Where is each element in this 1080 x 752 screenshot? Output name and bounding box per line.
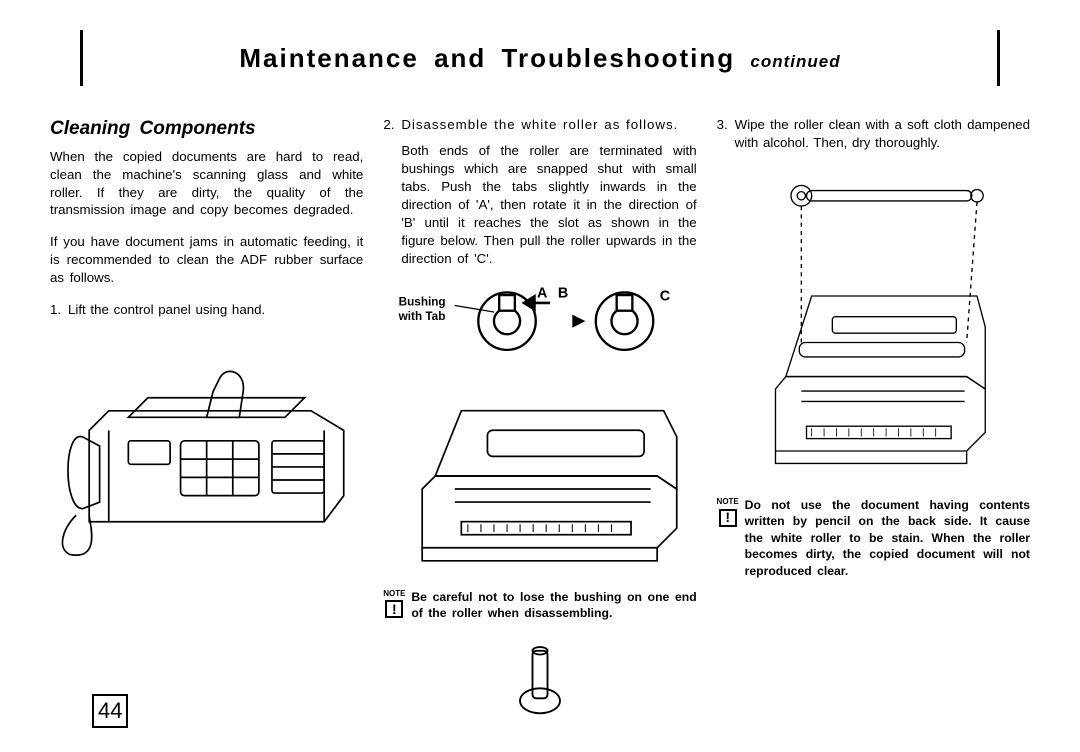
page-number: 44 xyxy=(92,694,128,728)
content-columns: Cleaning Components When the copied docu… xyxy=(40,116,1040,742)
subheading-cleaning: Cleaning Components xyxy=(50,116,363,142)
col1-p1: When the copied documents are hard to re… xyxy=(50,148,363,220)
step-3: 3. Wipe the roller clean with a soft clo… xyxy=(717,116,1030,152)
step-3-text: Wipe the roller clean with a soft cloth … xyxy=(735,116,1030,152)
note-col3: NOTE ! Do not use the document having co… xyxy=(717,497,1030,579)
column-2: 2. Disassemble the white roller as follo… xyxy=(383,116,696,742)
note-icon: NOTE ! xyxy=(383,589,405,619)
note-bang: ! xyxy=(392,600,397,619)
label-bushing-line2: with Tab xyxy=(398,309,446,322)
col1-p2: If you have document jams in automatic f… xyxy=(50,233,363,287)
note-label-2: NOTE xyxy=(717,497,739,508)
step-2-detail: Both ends of the roller are terminated w… xyxy=(401,142,696,268)
note-bang-box-2: ! xyxy=(719,509,737,527)
illustration-bushing-detail: Bushing with Tab A B C xyxy=(383,282,696,360)
column-3: 3. Wipe the roller clean with a soft clo… xyxy=(717,116,1030,742)
page-title: Maintenance and Troubleshooting continue… xyxy=(83,43,997,74)
illustration-wipe-roller xyxy=(717,172,1030,482)
title-main: Maintenance and Troubleshooting xyxy=(239,43,735,73)
note-icon-2: NOTE ! xyxy=(717,497,739,527)
step-2-body: Disassemble the white roller as follows.… xyxy=(401,116,696,268)
title-continued: continued xyxy=(750,52,840,71)
illustration-open-fax xyxy=(383,365,696,574)
step-2-intro: Disassemble the white roller as follows. xyxy=(401,116,696,134)
step-2-number: 2. xyxy=(383,116,401,268)
note-bang-2: ! xyxy=(725,508,730,527)
column-1: Cleaning Components When the copied docu… xyxy=(50,116,363,742)
step-1: 1. Lift the control panel using hand. xyxy=(50,301,363,319)
label-bushing-line1: Bushing xyxy=(399,295,446,308)
label-b: B xyxy=(558,285,568,301)
step-2: 2. Disassemble the white roller as follo… xyxy=(383,116,696,268)
note-col2-text: Be careful not to lose the bushing on on… xyxy=(411,589,696,622)
note-label: NOTE xyxy=(383,589,405,600)
note-col2: NOTE ! Be careful not to lose the bushin… xyxy=(383,589,696,622)
step-1-text: Lift the control panel using hand. xyxy=(68,301,363,319)
page-header: Maintenance and Troubleshooting continue… xyxy=(40,30,1040,86)
note-col3-text: Do not use the document having contents … xyxy=(745,497,1030,579)
illustration-bushing-small xyxy=(490,632,590,732)
step-3-number: 3. xyxy=(717,116,735,152)
label-a: A xyxy=(537,285,547,301)
illustration-control-panel xyxy=(50,339,363,574)
header-rule-right xyxy=(997,30,1000,86)
note-bang-box: ! xyxy=(385,600,403,618)
step-1-number: 1. xyxy=(50,301,68,319)
label-c: C xyxy=(660,288,670,304)
